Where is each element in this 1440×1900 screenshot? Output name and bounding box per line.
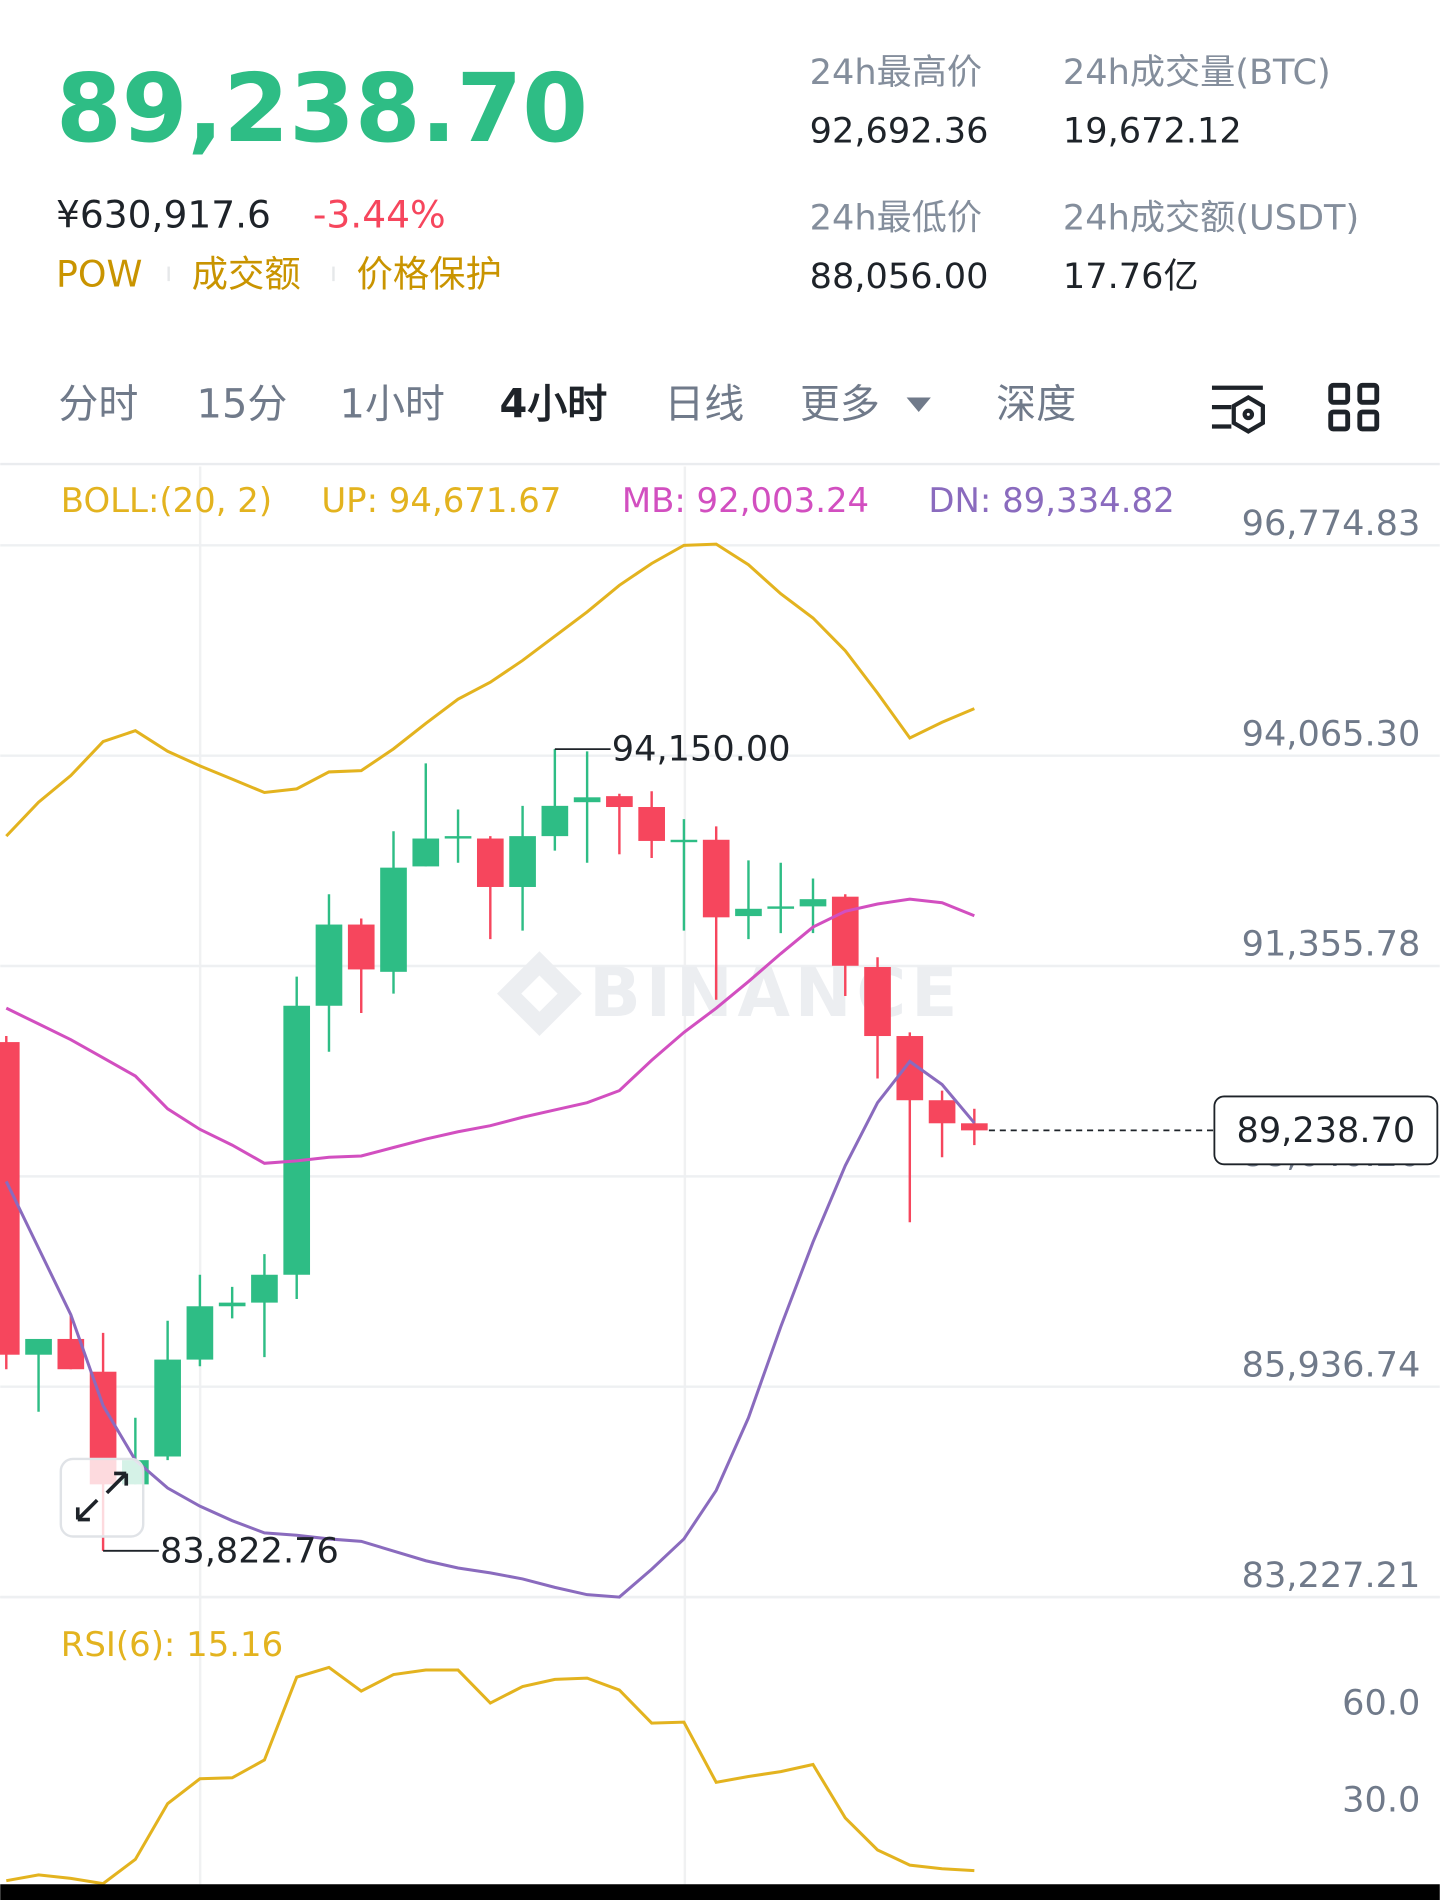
stat-label: 24h最高价 <box>810 52 982 93</box>
max-label: 94,150.00 <box>612 729 791 770</box>
tab[interactable]: 1小时 <box>340 382 445 428</box>
candle-body <box>864 967 891 1037</box>
stat-label: 24h成交额(USDT) <box>1063 198 1359 239</box>
indicator-label: RSI(6): 15.16 <box>61 1625 283 1664</box>
candle-body <box>573 797 601 803</box>
y-tick-label: 96,774.83 <box>1242 503 1421 544</box>
candle-body <box>251 1274 278 1303</box>
stat-label: 24h成交量(BTC) <box>1063 52 1331 93</box>
candle-body <box>606 796 633 808</box>
min-label: 83,822.76 <box>160 1530 339 1571</box>
candle-body <box>928 1100 956 1124</box>
candle-body <box>670 839 698 843</box>
y-tick-label: 85,936.74 <box>1242 1344 1421 1385</box>
candle-body <box>218 1302 246 1307</box>
stat-value: 19,672.12 <box>1063 110 1242 151</box>
candle-body <box>315 924 343 1006</box>
candle-body <box>347 924 375 970</box>
tab[interactable]: 更多 <box>800 382 880 428</box>
tab[interactable]: 15分 <box>197 382 288 428</box>
tab[interactable]: 分时 <box>58 382 138 428</box>
candle-body <box>735 908 762 917</box>
price-change: -3.44% <box>313 192 446 236</box>
tag[interactable]: 成交额 <box>192 252 301 295</box>
tab[interactable]: 深度 <box>996 382 1076 428</box>
stat-value: 92,692.36 <box>810 110 989 151</box>
stat-value: 88,056.00 <box>810 256 989 297</box>
candle-body <box>831 896 859 966</box>
y-tick-label: 60.0 <box>1342 1683 1420 1724</box>
settings-icon[interactable] <box>1211 385 1265 434</box>
candle-body <box>283 1005 311 1275</box>
candle-body <box>186 1306 214 1360</box>
bottom-bar <box>0 1884 1440 1900</box>
y-tick-label: 83,227.21 <box>1242 1555 1421 1596</box>
boll-line <box>4 1059 976 1599</box>
tab[interactable]: 日线 <box>664 382 744 428</box>
cny-price: ¥630,917.6 <box>56 192 271 236</box>
legend-entry: MB: 92,003.24 <box>622 481 869 520</box>
candle-body <box>638 807 665 841</box>
legend-entry: UP: 94,671.67 <box>321 481 561 520</box>
tag[interactable]: 价格保护 <box>356 252 501 295</box>
candle-body <box>154 1359 181 1457</box>
stat-value: 17.76亿 <box>1063 256 1199 297</box>
candle-body <box>961 1123 988 1131</box>
tag[interactable]: POW <box>56 252 142 295</box>
watermark: BINANCE <box>589 954 962 1033</box>
tab-bar: 分时 15分 1小时 4小时 日线 更多 深度 <box>58 382 1076 428</box>
last-price-box <box>1213 1095 1439 1166</box>
candle-body <box>541 805 569 837</box>
stat-label: 24h最低价 <box>810 198 982 239</box>
candle-body <box>476 838 504 887</box>
boll-line <box>5 897 975 1165</box>
tab[interactable]: 4小时 <box>499 382 607 428</box>
y-tick-label: 30.0 <box>1342 1780 1420 1821</box>
candle-body <box>0 1042 20 1355</box>
rsi-line <box>6 1665 975 1886</box>
last-price-label: 89,238.70 <box>1236 1110 1415 1151</box>
indicator-label: BOLL:(20, 2) <box>61 481 272 520</box>
expand-button[interactable] <box>59 1457 145 1538</box>
last-price: 89,238.70 <box>56 54 588 164</box>
boll-line <box>5 542 975 838</box>
layout-icon[interactable] <box>1328 382 1380 432</box>
candle-body <box>799 899 827 907</box>
candle-body <box>25 1338 52 1355</box>
plot: 83,227.2185,936.7488,646.2691,355.7894,0… <box>0 481 1440 1886</box>
candle-body <box>444 836 472 839</box>
candle-body <box>702 839 730 918</box>
separator <box>167 266 170 282</box>
candle-body <box>509 836 536 887</box>
candle-body <box>767 906 795 909</box>
legend-entry: DN: 89,334.82 <box>928 481 1174 520</box>
separator <box>332 266 335 282</box>
y-tick-label: 94,065.30 <box>1242 713 1421 754</box>
y-tick-label: 91,355.78 <box>1242 924 1421 965</box>
dropdown-arrow <box>906 397 931 412</box>
candle-body <box>380 867 407 972</box>
candle-body <box>412 838 440 867</box>
